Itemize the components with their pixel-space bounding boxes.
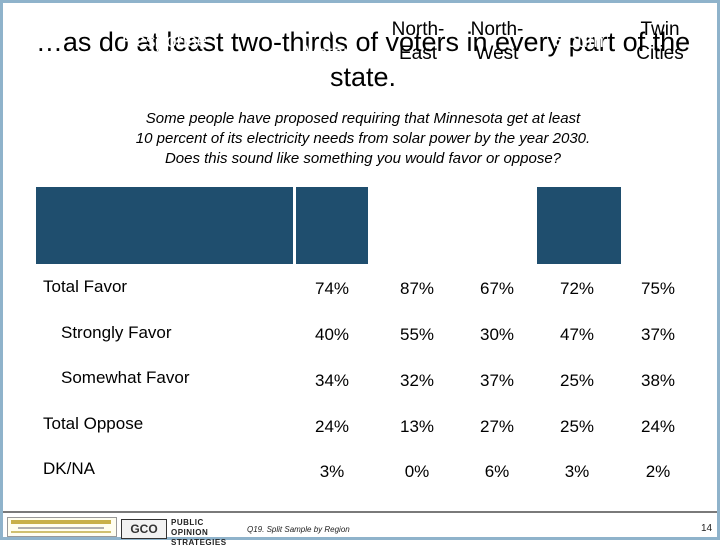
question-line-2: 10 percent of its electricity needs from… [135,130,591,147]
client-logo [7,517,117,537]
cell-value: 40% [314,325,350,344]
column-header-south: South [537,3,621,80]
question-line-1: Some people have proposed requiring that… [145,110,581,127]
cell-value: 24% [314,417,350,436]
question-line-3: Does this sound like something you would… [164,150,562,167]
column-header-line: North- [391,18,445,40]
column-header-line: West [475,42,519,64]
cell-value: 74% [314,279,350,298]
cell-value: 13% [399,417,435,436]
cell-value: 38% [640,371,676,390]
cell-value: 27% [479,417,515,436]
row-label: Total Favor [43,277,128,296]
footer-divider [3,511,717,513]
cell-value: 2% [645,462,671,481]
column-header-line: East [398,42,437,64]
cell-value: 25% [559,417,595,436]
cell-value: 67% [479,279,515,298]
cell-value: 47% [559,325,595,344]
header-band-south [537,187,621,264]
column-header-line: North- [470,18,524,40]
column-header-line: South [554,30,604,52]
cell-value: 0% [404,462,430,481]
logo-mark-icon: GCO [121,519,167,539]
cell-value: 72% [559,279,595,298]
cell-value: 87% [399,279,435,298]
column-header-twin-cities: Twin Cities [621,3,699,80]
cell-value: 37% [640,325,676,344]
response-header: Response [121,30,208,52]
cell-value: 37% [479,371,515,390]
row-label: Somewhat Favor [61,368,190,387]
column-header-northwest: North- West [457,3,537,80]
row-label: DK/NA [43,459,95,478]
cell-value: 55% [399,325,435,344]
cell-value: 3% [564,462,590,481]
cell-value: 75% [640,279,676,298]
column-header-all-voters: All Voters [296,3,368,80]
column-header-northeast: North- East [378,3,458,80]
column-header-line: Cities [636,42,684,64]
cell-value: 30% [479,325,515,344]
public-opinion-strategies-logo: GCO PUBLIC OPINION STRATEGIES [121,517,237,547]
cell-value: 32% [399,371,435,390]
cell-value: 24% [640,417,676,436]
header-band-all-voters [296,187,368,264]
logo-line-1: PUBLIC OPINION [171,518,209,537]
column-header-line: Twin [640,18,680,40]
cell-value: 25% [559,371,595,390]
source-footnote: Q19. Split Sample by Region [247,525,350,534]
page-number: 14 [701,523,713,534]
cell-value: 34% [314,371,350,390]
cell-value: 3% [319,462,345,481]
question-text: Some people have proposed requiring that… [63,109,663,169]
row-label: Total Oppose [43,414,144,433]
column-header-line: All [321,18,343,40]
slide-title: …as do at least two-thirds of voters in … [35,27,691,92]
header-band-left [36,187,293,264]
cell-value: 6% [484,462,510,481]
column-header-line: Voters [305,42,359,64]
row-label: Strongly Favor [61,323,172,342]
